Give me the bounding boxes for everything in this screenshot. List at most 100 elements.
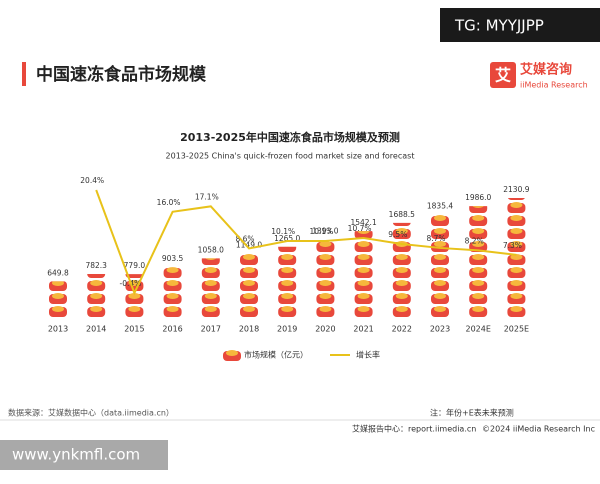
- line-value-label: 10.1%: [271, 227, 295, 236]
- line-value-label: 8.2%: [465, 236, 484, 245]
- bar: [431, 215, 449, 317]
- line-value-label: 8.6%: [235, 234, 254, 243]
- line-value-label: 10.7%: [348, 224, 372, 233]
- icon-top: [90, 306, 103, 312]
- icon-top: [510, 293, 523, 299]
- bar-value-label: 782.3: [85, 261, 107, 270]
- icon-top: [166, 306, 179, 312]
- icon-top: [434, 215, 446, 221]
- watermark-box: [0, 440, 168, 470]
- icon-top: [472, 267, 485, 273]
- bar: [201, 258, 220, 317]
- icon-top: [357, 267, 370, 273]
- bar-value-label: 2130.9: [503, 185, 529, 194]
- bar: [87, 273, 106, 317]
- copyright: ©2024 iiMedia Research Inc: [482, 425, 595, 434]
- logo-glyph: 艾: [495, 66, 511, 85]
- bar-value-label: 1265.0: [274, 234, 300, 243]
- icon-top: [128, 306, 141, 312]
- icon-top: [52, 293, 64, 299]
- icon-top: [395, 280, 408, 286]
- bar: [392, 222, 411, 317]
- growth-line: [95, 189, 517, 296]
- icon-body: [507, 198, 525, 200]
- icon-top: [90, 280, 103, 286]
- x-tick-label: 2021: [353, 325, 373, 334]
- bar-value-label: 1149.0: [236, 240, 262, 249]
- icon-top: [204, 280, 217, 286]
- bar-value-label: 1542.1: [350, 218, 376, 227]
- icon-top: [204, 306, 217, 312]
- icon-top: [472, 228, 485, 234]
- page-title: 中国速冻食品市场规模: [36, 64, 207, 85]
- bar-value-label: 649.8: [47, 268, 69, 277]
- icon-top: [319, 293, 332, 299]
- icon-top: [510, 202, 523, 208]
- bar-value-label: 1835.4: [427, 202, 453, 211]
- icon-top: [434, 228, 446, 234]
- icon-top: [319, 280, 332, 286]
- report: 艾媒报告中心：report.iimedia.cn: [352, 424, 476, 434]
- icon-top: [166, 267, 179, 273]
- icon-top: [395, 254, 408, 260]
- bar: [507, 198, 526, 317]
- icon-top: [281, 293, 294, 299]
- icon-top: [226, 350, 238, 356]
- x-tick-label: 2024E: [465, 325, 490, 334]
- icon-top: [395, 306, 408, 312]
- icon-top: [243, 306, 255, 312]
- bar: [163, 267, 182, 317]
- icon-top: [434, 280, 446, 286]
- icon-body: [201, 258, 220, 265]
- icon-top: [472, 241, 485, 247]
- icon-top: [204, 267, 217, 273]
- icon-top: [166, 280, 179, 286]
- icon-top: [284, 246, 290, 247]
- icon-top: [281, 280, 294, 286]
- icon-top: [434, 267, 446, 273]
- legend-label: 增长率: [356, 350, 380, 360]
- icon-top: [243, 254, 255, 260]
- icon-top: [281, 254, 294, 260]
- line-value-label: 8.7%: [426, 234, 445, 243]
- bar: [240, 254, 258, 317]
- icon-top: [472, 215, 485, 221]
- icon-top: [434, 293, 446, 299]
- icon-top: [434, 306, 446, 312]
- line-value-label: 7.3%: [503, 241, 522, 250]
- icon-top: [357, 293, 370, 299]
- x-tick-label: 2015: [124, 325, 144, 334]
- line-value-label: 9.5%: [388, 230, 407, 239]
- icon-top: [52, 281, 64, 286]
- icon-top: [357, 231, 370, 234]
- x-tick-label: 2017: [201, 325, 221, 334]
- icon-body: [354, 231, 373, 239]
- icon-top: [243, 293, 255, 299]
- icon-top: [510, 267, 523, 273]
- icon-body: [87, 273, 106, 278]
- icon-top: [281, 267, 294, 273]
- x-tick-label: 2018: [239, 325, 259, 334]
- watermark: TG: MYYJJPP: [454, 17, 544, 35]
- source: 数据来源：艾媒数据中心（data.iimedia.cn）: [8, 408, 174, 418]
- bar-value-label: 779.0: [124, 261, 146, 270]
- note: 注：年份+E表未来预测: [430, 408, 514, 418]
- icon-body: [125, 274, 144, 278]
- bar: [469, 206, 488, 317]
- line-value-label: 10.1%: [309, 227, 333, 236]
- icon-body: [392, 222, 411, 226]
- logo-icon: [490, 62, 516, 88]
- bar-value-label: 1393.0: [312, 227, 338, 236]
- bar: [354, 231, 373, 317]
- icon-top: [434, 241, 446, 247]
- icon-top: [319, 241, 332, 247]
- chart-title: 2013-2025年中国速冻食品市场规模及预测: [180, 130, 400, 144]
- line-value-label: 20.4%: [80, 176, 104, 185]
- x-tick-label: 2022: [392, 325, 412, 334]
- icon-top: [510, 306, 523, 312]
- icon-top: [319, 267, 332, 273]
- icon-body: [469, 206, 488, 213]
- x-tick-label: 2023: [430, 325, 450, 334]
- icon-top: [319, 306, 332, 312]
